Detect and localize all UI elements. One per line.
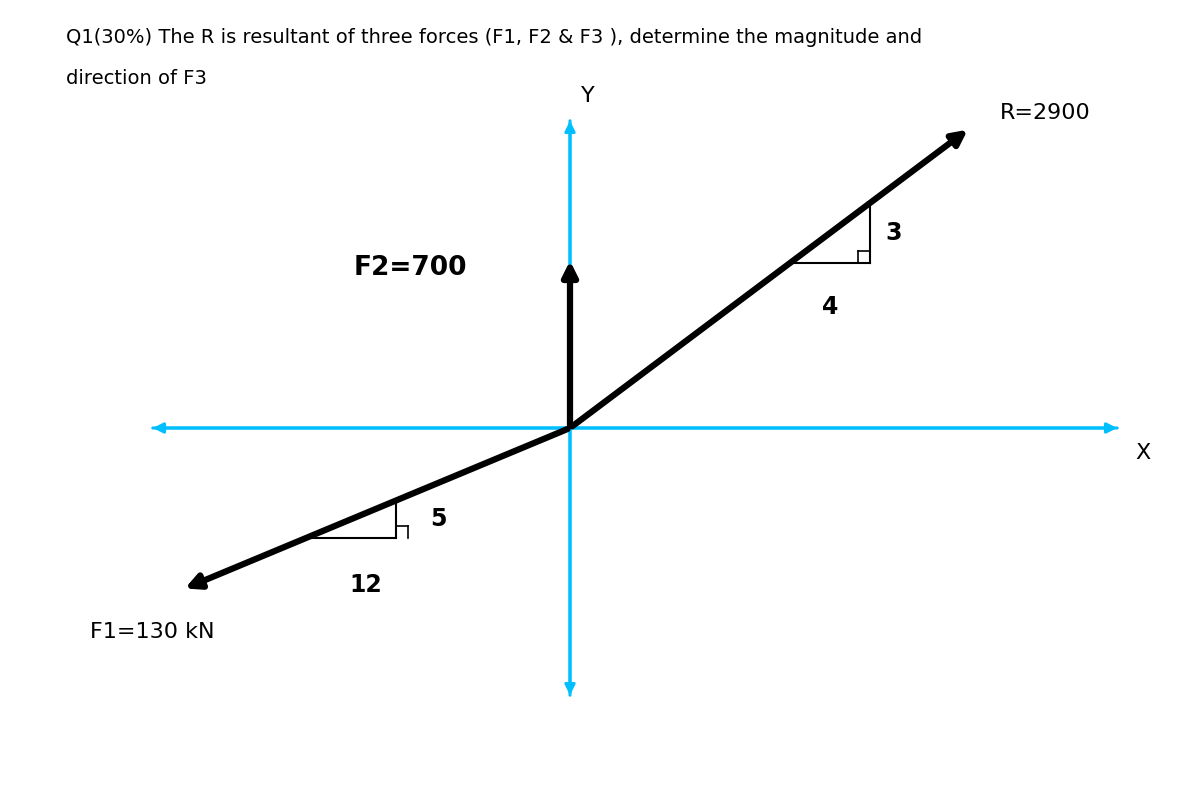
Text: F1=130 kN: F1=130 kN (90, 622, 215, 641)
Text: Q1(30%) The R is resultant of three forces (F1, F2 & F3 ), determine the magnitu: Q1(30%) The R is resultant of three forc… (66, 28, 922, 46)
Text: F2=700: F2=700 (353, 255, 467, 281)
Text: R=2900: R=2900 (1000, 103, 1091, 123)
Text: 3: 3 (886, 221, 901, 245)
Text: 5: 5 (431, 507, 448, 531)
Text: 12: 12 (349, 573, 383, 597)
Text: Y: Y (581, 86, 595, 106)
Text: 4: 4 (822, 295, 838, 319)
Text: X: X (1135, 443, 1151, 463)
Text: direction of F3: direction of F3 (66, 69, 206, 88)
